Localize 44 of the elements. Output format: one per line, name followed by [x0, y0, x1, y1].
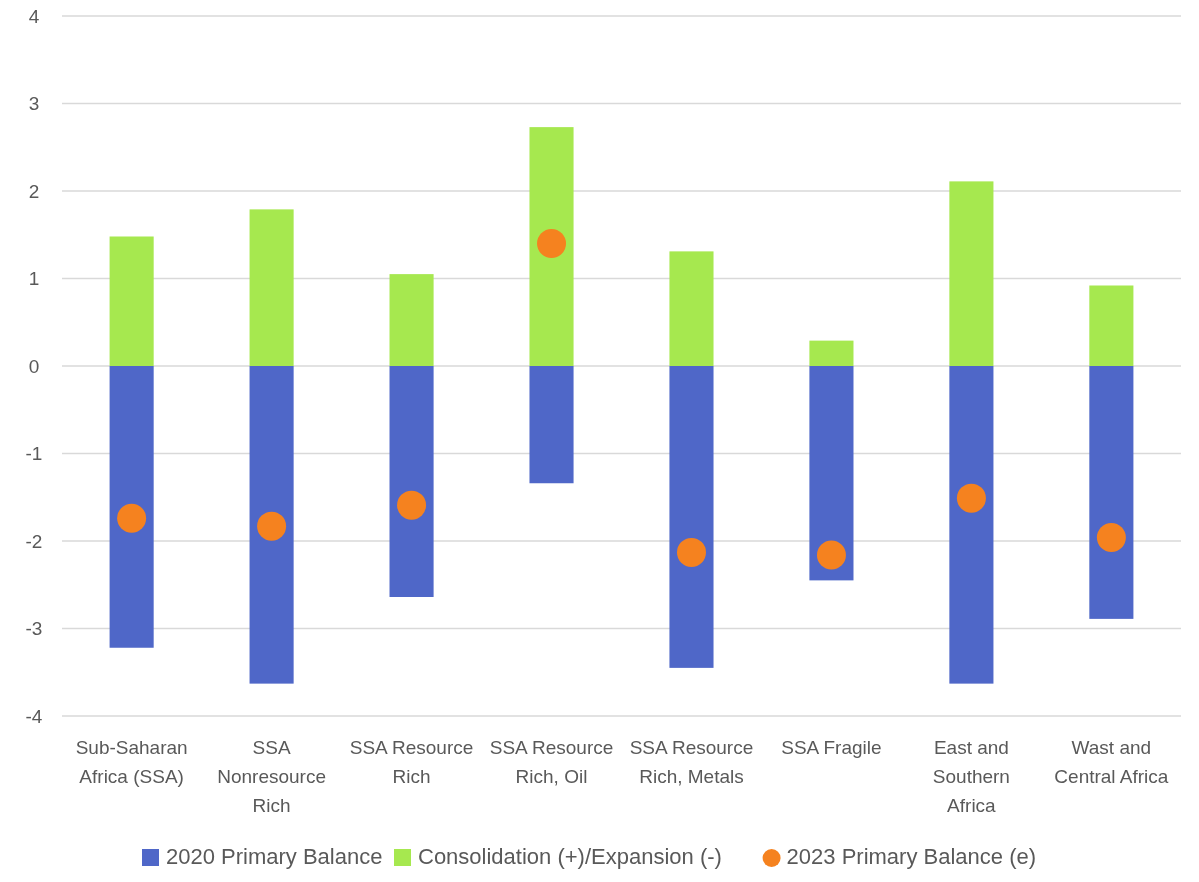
- x-tick-label: SSA Resource Rich, Oil: [489, 737, 614, 787]
- x-tick-label: SSA Fragile: [781, 737, 882, 758]
- point: [1096, 523, 1126, 552]
- x-tick-label: SSA Resource Rich: [349, 737, 474, 787]
- point: [537, 229, 567, 258]
- point: [676, 537, 706, 567]
- bar: [1089, 285, 1134, 366]
- x-tick-label: East and Southern Africa: [932, 737, 1010, 816]
- bar: [949, 181, 994, 366]
- bar: [529, 127, 574, 366]
- y-tick-label: 1: [28, 268, 40, 290]
- bar: [249, 209, 294, 366]
- y-tick-label: -1: [25, 443, 43, 465]
- y-tick-label: -4: [25, 705, 43, 727]
- bar: [949, 366, 994, 684]
- point: [816, 540, 846, 570]
- bar: [109, 366, 154, 648]
- legend-label: 2020 Primary Balance: [166, 844, 383, 869]
- y-tick-label: 2: [28, 180, 40, 202]
- y-tick-label: -3: [25, 618, 43, 640]
- x-tick-label: SSA Nonresource Rich: [217, 737, 326, 816]
- bar: [809, 340, 854, 366]
- y-tick-label: 4: [28, 5, 40, 27]
- x-tick-label: Wast and Central Africa: [1054, 737, 1169, 787]
- x-tick-label: Sub-Saharan Africa (SSA): [75, 737, 188, 787]
- x-tick-label: SSA Resource Rich, Metals: [629, 737, 754, 787]
- bar: [249, 366, 294, 684]
- y-tick-label: -2: [25, 530, 43, 552]
- bar: [669, 366, 714, 668]
- y-tick-label: 3: [28, 93, 40, 115]
- point: [257, 511, 287, 541]
- legend-label: Consolidation (+)/Expansion (-): [418, 844, 722, 869]
- bar: [389, 366, 434, 597]
- legend-label: 2023 Primary Balance (e): [786, 844, 1037, 869]
- bar: [809, 366, 854, 581]
- bar: [669, 251, 714, 366]
- point: [397, 490, 427, 520]
- y-tick-label: 0: [28, 355, 40, 377]
- bar: [529, 366, 574, 484]
- bar: [389, 274, 434, 366]
- point: [956, 483, 986, 513]
- bar: [1089, 366, 1134, 619]
- bar: [109, 236, 154, 366]
- point: [117, 503, 147, 533]
